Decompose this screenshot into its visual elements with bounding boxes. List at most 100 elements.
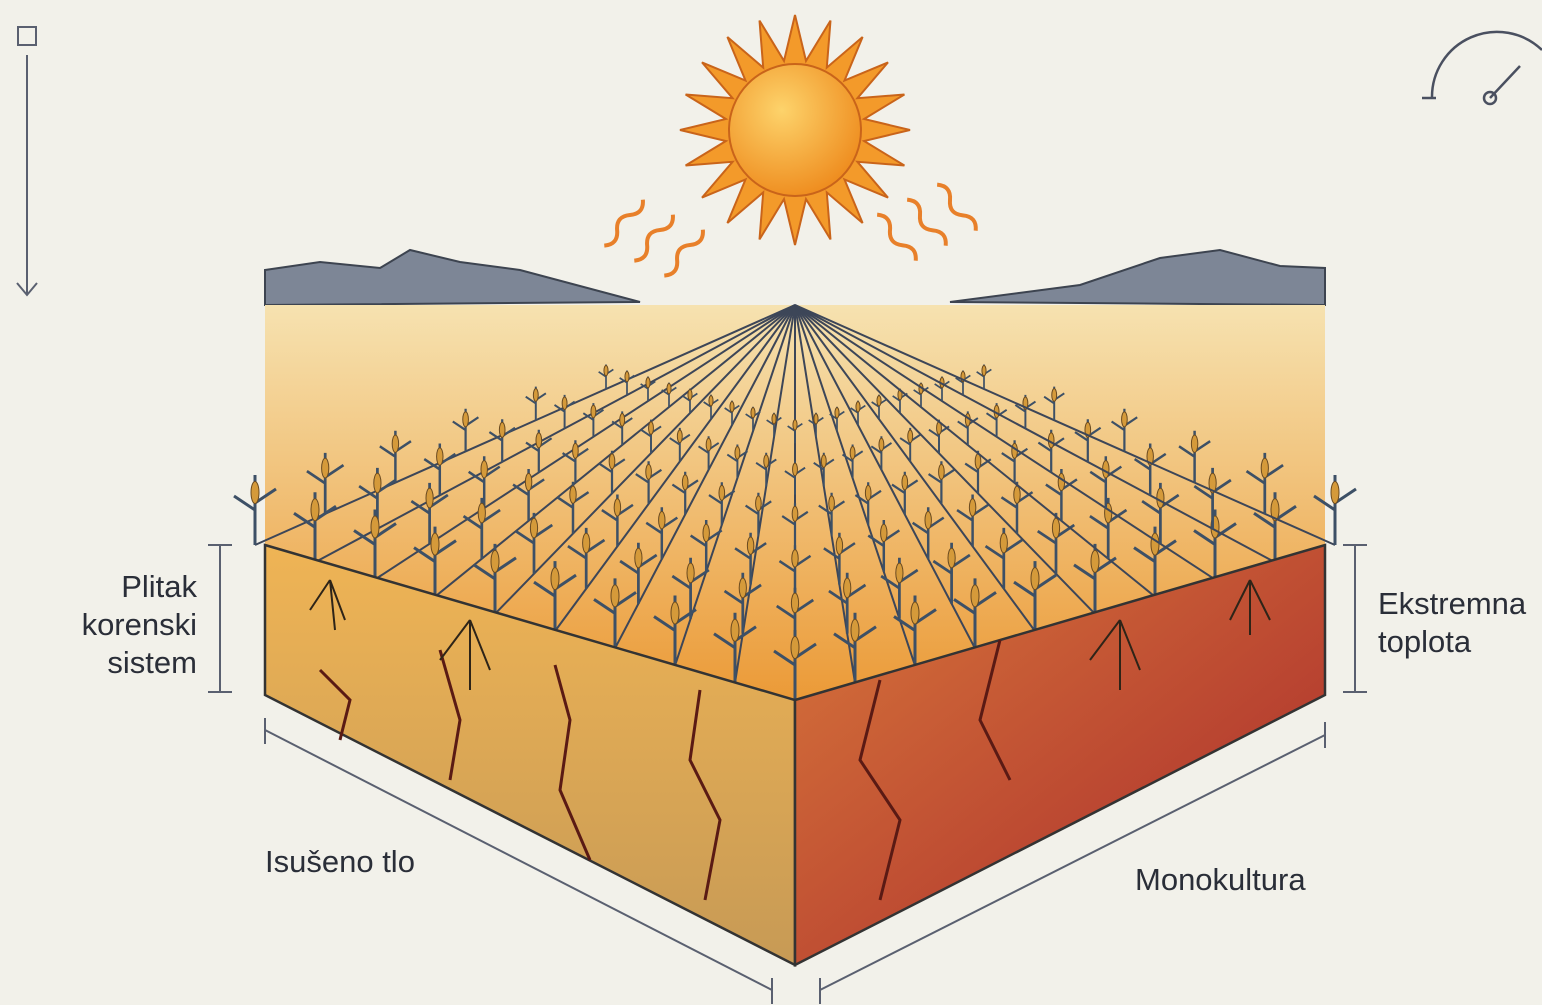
corn-cob <box>865 485 871 500</box>
corn-cob <box>792 550 798 567</box>
label-line: Plitak <box>121 569 197 604</box>
corn-cob <box>635 548 642 568</box>
corn-cob <box>562 397 567 410</box>
corn-cob <box>481 461 487 478</box>
corn-cob <box>646 378 650 388</box>
corn-cob <box>814 414 818 424</box>
heat-wave <box>600 196 646 248</box>
corn-cob <box>793 463 798 476</box>
corn-cob <box>536 433 542 448</box>
corn-cob <box>570 486 576 503</box>
corn-cob <box>764 455 769 468</box>
corn-cob <box>971 585 979 607</box>
label-line: toplota <box>1378 624 1472 659</box>
corn-cob <box>939 464 945 479</box>
corn-cob <box>851 619 859 641</box>
corn-cob <box>530 518 537 538</box>
corn-cob <box>371 516 379 538</box>
corn-cob <box>1157 488 1164 508</box>
corn-cob <box>1191 435 1197 452</box>
label-line: sistem <box>107 645 197 680</box>
corn-cob <box>478 503 485 523</box>
corn-cob <box>251 482 259 504</box>
illustration: Plitak korenski sistem Ekstremna toplota… <box>0 0 1542 1005</box>
corn-cob <box>1122 412 1128 427</box>
corn-cob <box>836 537 842 554</box>
corn-cob <box>735 447 740 460</box>
corn-cob <box>551 568 559 590</box>
corn-cob <box>925 512 931 529</box>
corn-cob <box>1031 568 1039 590</box>
mountains <box>265 250 640 305</box>
corn-cob <box>1261 458 1268 478</box>
corn-cob <box>948 548 955 568</box>
corn-cob <box>667 384 671 394</box>
corn-cob <box>856 402 860 412</box>
corn-cob <box>821 455 826 468</box>
corn-cob <box>392 435 398 452</box>
label: Isušeno tlo <box>265 844 415 879</box>
corn-cob <box>463 412 469 427</box>
corn-cob <box>982 365 986 375</box>
corn-cob <box>844 578 851 598</box>
scroll-icon <box>17 27 37 295</box>
corn-cob <box>1000 533 1007 553</box>
corn-cob <box>719 485 725 500</box>
corn-cob <box>731 619 739 641</box>
label: Monokultura <box>1135 862 1306 897</box>
corn-cob <box>682 475 688 490</box>
corn-cob <box>835 408 839 418</box>
corn-cob <box>426 488 433 508</box>
corn-cob <box>525 473 531 490</box>
corn-cob <box>688 390 692 400</box>
corn-cob <box>625 372 629 382</box>
page: {"labels":{"shallow_roots":["Plitak","ko… <box>0 0 1542 1005</box>
corn-cob <box>322 458 329 478</box>
corn-cob <box>687 563 694 583</box>
sun-disc <box>729 64 861 196</box>
corn-cob <box>1331 482 1339 504</box>
corn-cob <box>793 420 797 430</box>
corn-cob <box>646 464 652 479</box>
gauge-icon <box>1422 32 1542 104</box>
corn-cob <box>591 405 596 418</box>
corn-cob <box>604 365 608 375</box>
corn-cob <box>573 443 579 458</box>
corn-cob <box>896 563 903 583</box>
corn-cob <box>879 438 884 451</box>
corn-cob <box>583 533 590 553</box>
corn-cob <box>659 512 665 529</box>
corn-cob <box>431 533 439 555</box>
corn-cob <box>1014 486 1020 503</box>
corn-cob <box>850 447 855 460</box>
corn-cob <box>791 593 798 613</box>
corn-cob <box>902 475 908 490</box>
corn-cob <box>911 602 919 624</box>
corn-cob <box>491 550 499 572</box>
corn-cob <box>739 578 746 598</box>
corn-cob <box>533 389 538 402</box>
corn-cob <box>1058 473 1064 490</box>
heat-wave <box>873 211 919 263</box>
corn-cob <box>791 637 799 659</box>
corn-cob <box>756 496 762 511</box>
corn-cob <box>499 422 505 437</box>
corn-cob <box>709 396 713 406</box>
corn-cob <box>609 454 615 469</box>
corn-cob <box>877 396 881 406</box>
corn-cob <box>751 408 755 418</box>
corn-cob <box>374 473 381 493</box>
corn-cob <box>1052 389 1057 402</box>
corn-cob <box>908 430 913 443</box>
mountains <box>950 250 1325 305</box>
corn-cob <box>792 506 798 521</box>
heat-wave <box>630 211 676 263</box>
label-line: korenski <box>82 607 197 642</box>
corn-cob <box>829 496 835 511</box>
corn-cob <box>1151 533 1159 555</box>
corn-cob <box>1052 518 1059 538</box>
corn-cob <box>881 524 887 541</box>
corn-cob <box>703 524 709 541</box>
corn-cob <box>437 448 443 465</box>
label-line: Ekstremna <box>1378 586 1527 621</box>
